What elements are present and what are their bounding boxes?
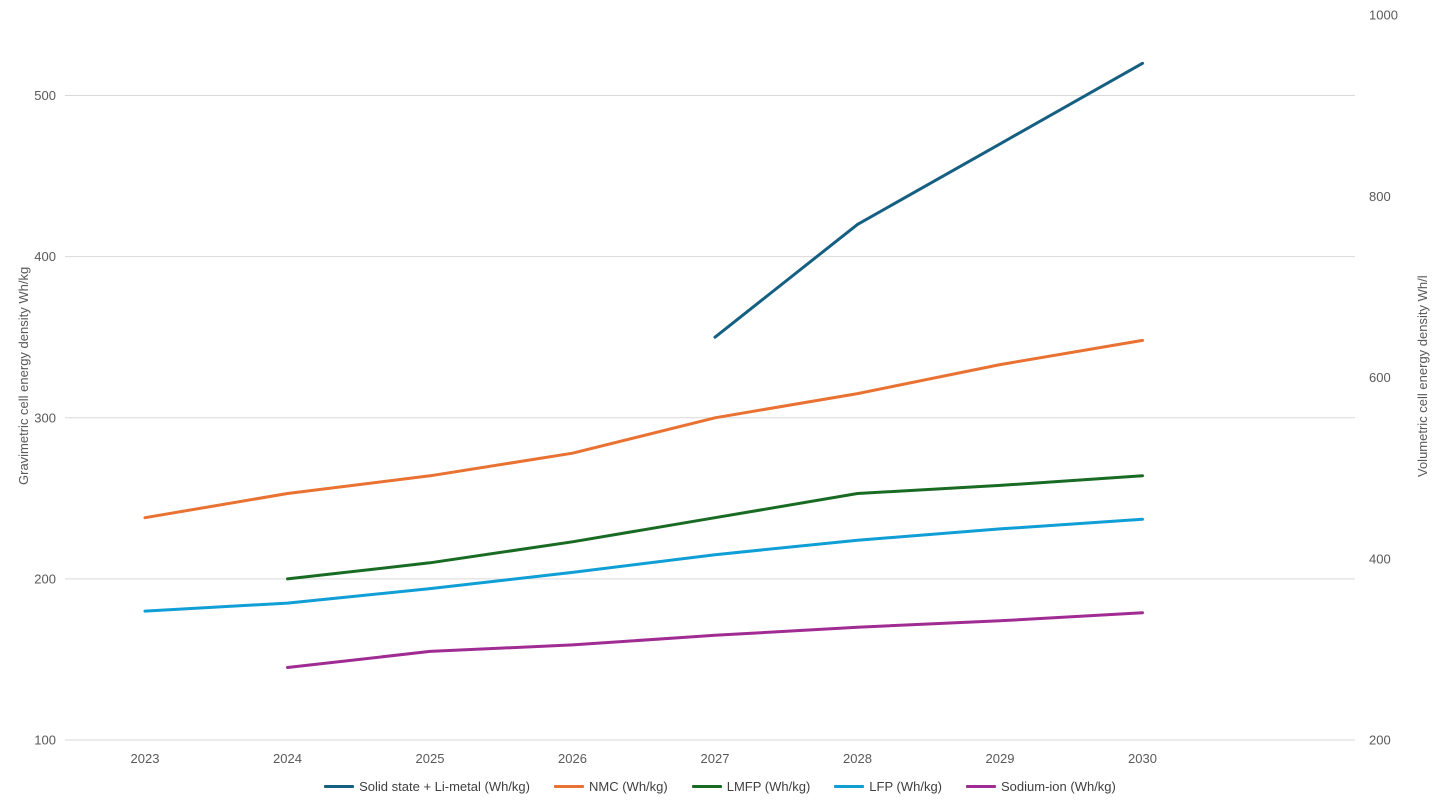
legend-line-swatch [834,785,865,788]
legend-item: LFP (Wh/kg) [834,779,942,794]
legend-item: Sodium-ion (Wh/kg) [966,779,1116,794]
x-axis-tick-label: 2026 [558,751,587,766]
legend-item: LMFP (Wh/kg) [691,779,811,794]
legend-item: NMC (Wh/kg) [554,779,668,794]
legend-label: NMC (Wh/kg) [589,779,668,794]
x-axis-tick-label: 2023 [131,751,160,766]
legend-line-swatch [966,785,996,788]
x-axis-tick-label: 2030 [1128,751,1157,766]
series-line-sodium-ion-wh-kg [286,611,1144,669]
left-axis-tick-label: 300 [34,410,56,425]
legend-line-swatch [324,785,355,788]
right-axis-tick-label: 200 [1369,733,1391,748]
series-line-nmc-wh-kg [143,338,1144,520]
left-axis-tick-label: 400 [34,249,56,264]
right-axis-tick-label: 400 [1369,551,1391,566]
left-axis-title: Gravimetric cell energy density Wh/kg [16,266,31,486]
x-axis-tick-label: 2028 [843,751,872,766]
right-axis-tick-label: 1000 [1369,8,1398,23]
legend-line-swatch [691,785,722,788]
legend-item: Solid state + Li-metal (Wh/kg) [324,779,530,794]
right-axis-title: Volumetric cell energy density Wh/l [1415,275,1430,477]
left-axis-tick-label: 200 [34,571,56,586]
x-axis-tick-label: 2025 [416,751,445,766]
x-axis-tick-label: 2024 [273,751,302,766]
left-axis-tick-label: 500 [34,88,56,103]
legend-label: LMFP (Wh/kg) [726,779,811,794]
x-axis-tick-label: 2027 [701,751,730,766]
right-axis-tick-label: 800 [1369,189,1391,204]
legend-label: Solid state + Li-metal (Wh/kg) [359,779,530,794]
legend-line-swatch [554,785,584,788]
legend-label: Sodium-ion (Wh/kg) [1001,779,1116,794]
series-line-solid-state-li-metal-wh-kg [713,61,1144,339]
legend-label: LFP (Wh/kg) [869,779,942,794]
series-line-lmfp-wh-kg [286,474,1144,581]
series-line-lfp-wh-kg [143,517,1144,613]
chart-legend: Solid state + Li-metal (Wh/kg) NMC (Wh/kg… [0,779,1440,794]
x-axis-tick-label: 2029 [986,751,1015,766]
left-axis-tick-label: 100 [34,733,56,748]
right-axis-tick-label: 600 [1369,370,1391,385]
